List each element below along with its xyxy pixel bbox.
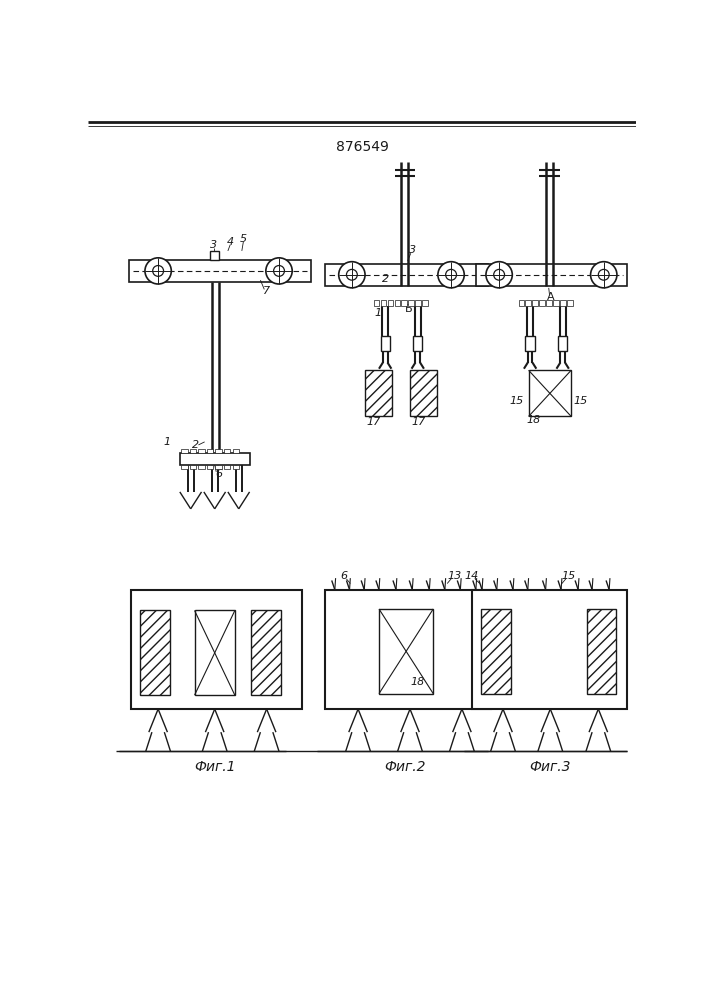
Circle shape (266, 258, 292, 284)
Text: 3: 3 (211, 240, 218, 250)
Bar (561, 300, 566, 306)
Bar (325, 590, 491, 709)
Text: 13: 13 (447, 571, 461, 581)
Bar (402, 300, 407, 306)
Circle shape (339, 262, 365, 288)
Text: 6: 6 (215, 469, 222, 479)
Text: Б: Б (404, 304, 412, 314)
Circle shape (145, 258, 171, 284)
Circle shape (590, 262, 617, 288)
Text: 5: 5 (240, 234, 247, 244)
Text: 876549: 876549 (337, 140, 389, 154)
Text: 17: 17 (366, 417, 380, 427)
Text: 17: 17 (411, 417, 426, 427)
Bar (190, 465, 196, 469)
Bar (325, 264, 488, 286)
Bar (379, 609, 433, 694)
Bar (558, 336, 567, 351)
Bar (190, 449, 196, 453)
Text: 7: 7 (263, 286, 270, 296)
Text: 18: 18 (527, 415, 541, 425)
Bar (422, 300, 428, 306)
Bar (539, 300, 545, 306)
Bar (199, 465, 204, 469)
Bar (224, 449, 230, 453)
Bar (395, 300, 400, 306)
Bar (567, 300, 573, 306)
Bar (410, 370, 437, 416)
Bar (547, 300, 552, 306)
Text: 18: 18 (411, 677, 425, 687)
Bar (224, 465, 230, 469)
Text: 4: 4 (227, 237, 234, 247)
Bar (518, 300, 524, 306)
Bar (387, 300, 393, 306)
Text: 1: 1 (375, 308, 382, 318)
Text: 15: 15 (562, 571, 576, 581)
Bar (416, 300, 421, 306)
Text: 6: 6 (341, 571, 348, 581)
Text: 14: 14 (464, 571, 479, 581)
Bar (481, 609, 510, 694)
Bar (525, 336, 534, 351)
Bar (409, 300, 414, 306)
Bar (476, 264, 627, 286)
Bar (207, 449, 213, 453)
Bar (529, 370, 571, 416)
Bar (554, 300, 559, 306)
Bar (532, 300, 538, 306)
Bar (413, 336, 422, 351)
Text: А: А (547, 292, 555, 302)
Bar (373, 300, 379, 306)
Text: Фиг.2: Фиг.2 (384, 760, 426, 774)
Bar (251, 610, 281, 695)
Bar (182, 449, 187, 453)
Text: Фиг.3: Фиг.3 (530, 760, 571, 774)
Bar (472, 590, 627, 709)
Bar (525, 300, 531, 306)
Bar (380, 336, 390, 351)
Bar (207, 465, 213, 469)
Bar (216, 465, 222, 469)
Bar (180, 453, 250, 465)
Text: 3: 3 (409, 245, 416, 255)
Text: Фиг.1: Фиг.1 (194, 760, 235, 774)
Bar (131, 590, 301, 709)
Bar (140, 610, 170, 695)
Bar (182, 465, 187, 469)
Bar (216, 449, 222, 453)
Bar (194, 610, 235, 695)
Bar (587, 609, 616, 694)
Text: 1: 1 (164, 437, 171, 447)
Bar (199, 449, 204, 453)
Bar (380, 300, 386, 306)
Text: 15: 15 (573, 396, 588, 406)
Bar (210, 251, 219, 260)
Bar (365, 370, 392, 416)
Text: 15: 15 (510, 396, 524, 406)
Text: 2: 2 (382, 274, 389, 284)
Circle shape (486, 262, 513, 288)
Text: 2: 2 (192, 440, 199, 450)
Bar (233, 465, 239, 469)
Circle shape (438, 262, 464, 288)
Bar (233, 449, 239, 453)
Bar (129, 260, 311, 282)
